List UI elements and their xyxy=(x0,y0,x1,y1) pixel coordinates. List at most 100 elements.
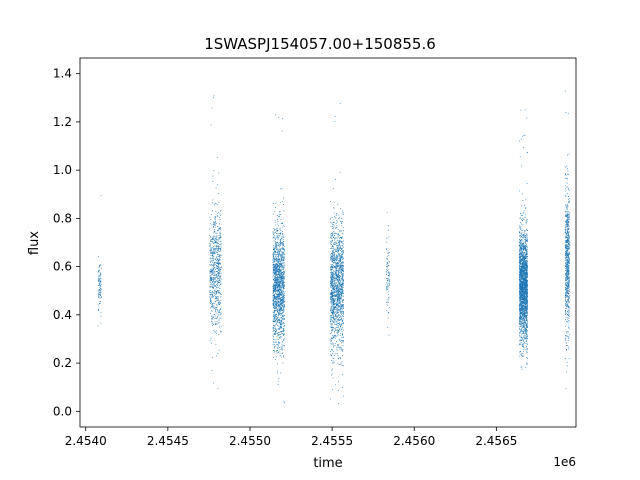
data-point xyxy=(272,232,274,234)
data-point xyxy=(339,325,341,327)
data-point xyxy=(330,293,332,295)
data-point xyxy=(273,291,275,293)
data-point xyxy=(283,274,284,275)
data-point xyxy=(220,296,221,298)
data-point xyxy=(335,257,337,259)
data-point xyxy=(278,270,280,272)
data-point xyxy=(523,301,525,303)
data-point xyxy=(282,318,284,320)
data-point xyxy=(279,251,281,253)
data-point xyxy=(284,249,285,251)
data-point xyxy=(215,187,217,189)
data-point xyxy=(338,236,340,238)
data-point xyxy=(521,328,522,329)
data-point xyxy=(331,291,333,293)
data-point xyxy=(218,267,220,269)
data-point xyxy=(99,303,100,304)
data-point xyxy=(337,256,339,258)
data-point xyxy=(520,329,522,331)
data-point xyxy=(339,265,341,267)
data-point xyxy=(282,241,284,243)
data-point xyxy=(100,293,102,295)
data-point xyxy=(333,285,335,287)
data-point xyxy=(526,323,527,325)
data-point xyxy=(220,325,222,327)
data-point xyxy=(277,372,278,374)
data-point xyxy=(282,242,284,244)
data-point xyxy=(341,290,343,292)
data-point xyxy=(276,347,278,349)
data-point xyxy=(278,293,280,295)
data-point xyxy=(211,310,212,311)
data-point xyxy=(523,270,525,272)
data-point xyxy=(220,263,221,265)
data-point xyxy=(210,300,211,302)
data-point xyxy=(332,360,334,362)
data-point xyxy=(520,225,522,227)
data-point xyxy=(341,285,343,287)
data-point xyxy=(275,296,277,297)
data-point xyxy=(99,264,101,266)
data-point xyxy=(343,262,344,264)
data-point xyxy=(334,248,336,250)
data-point xyxy=(519,328,521,330)
data-point xyxy=(334,257,336,259)
data-point xyxy=(211,257,213,259)
data-point xyxy=(274,306,276,308)
data-point xyxy=(99,281,101,282)
data-point xyxy=(523,257,525,259)
data-point xyxy=(280,277,282,279)
data-point xyxy=(521,245,523,247)
data-point xyxy=(283,329,284,331)
data-point xyxy=(526,364,528,365)
data-point xyxy=(210,307,211,309)
data-point xyxy=(334,295,335,296)
data-point xyxy=(386,241,388,243)
data-point xyxy=(332,351,334,353)
data-point xyxy=(526,285,527,287)
data-point xyxy=(99,296,101,298)
data-point xyxy=(216,238,218,240)
data-point xyxy=(216,293,217,295)
data-point xyxy=(212,175,214,177)
data-point xyxy=(275,356,277,358)
data-point xyxy=(281,353,283,354)
data-point xyxy=(279,282,280,284)
data-point xyxy=(339,276,340,278)
data-point xyxy=(279,281,281,283)
data-point xyxy=(333,321,334,322)
data-point xyxy=(283,338,285,340)
data-point xyxy=(273,237,274,239)
data-point xyxy=(332,251,334,253)
data-point xyxy=(209,271,211,273)
data-point xyxy=(388,283,390,285)
data-point xyxy=(340,319,342,321)
data-point xyxy=(274,271,276,273)
data-point xyxy=(209,240,211,242)
data-point xyxy=(335,214,337,216)
data-point xyxy=(519,311,521,313)
data-point xyxy=(100,288,102,290)
data-point xyxy=(218,289,220,291)
data-point xyxy=(333,317,335,319)
data-point xyxy=(213,287,215,289)
data-point xyxy=(212,330,214,331)
data-point xyxy=(525,338,526,340)
data-point xyxy=(524,331,526,333)
data-point xyxy=(212,318,214,320)
data-point xyxy=(210,252,212,254)
data-point xyxy=(277,270,279,272)
data-point xyxy=(341,348,342,350)
data-point xyxy=(335,255,337,257)
data-point xyxy=(275,323,277,325)
data-point xyxy=(282,293,283,295)
data-point xyxy=(333,271,335,272)
data-point xyxy=(211,247,213,249)
data-point xyxy=(281,254,282,256)
data-point xyxy=(280,255,281,257)
data-point xyxy=(216,262,218,264)
data-point xyxy=(210,240,212,241)
data-point xyxy=(278,216,280,218)
data-point xyxy=(387,250,389,252)
data-point xyxy=(331,332,333,334)
